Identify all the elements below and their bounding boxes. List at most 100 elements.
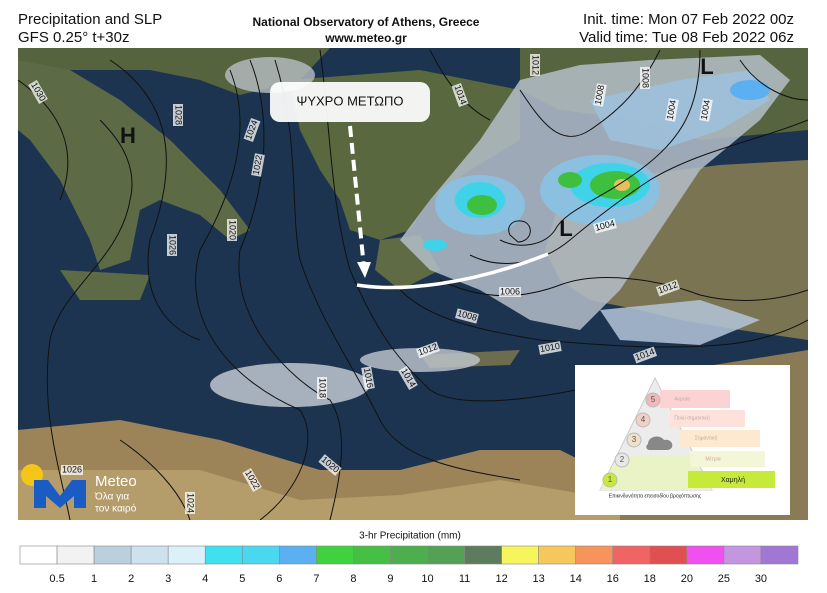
valid-time: Valid time: Tue 08 Feb 2022 06z [579,29,794,46]
colorbar-swatch [649,545,688,565]
precipitation-areas-item [467,195,497,215]
colorbar-swatch [760,545,799,565]
isobar-label-bg [632,346,658,364]
colorbar-label: 13 [533,573,545,585]
isobar-label: 1016 [362,367,375,388]
colorbar-label: 2 [128,573,134,585]
precipitation-areas-item [360,348,480,372]
isobar-label: 1004 [699,99,712,120]
colorbar: 3-hr Precipitation (mm) 0.5 1 2 3 4 5 6 7 8 9 10 11… [19,531,799,585]
colorbar-swatch [130,545,169,565]
inset-level-name: Σημαντική [695,434,718,441]
pressure-centers: H L L [120,54,714,241]
isobar-label: 1004 [665,99,678,120]
colorbar-label: 6 [276,573,282,585]
init-time: Init. time: Mon 07 Feb 2022 00z [583,11,794,28]
colorbar-swatch [464,545,502,565]
inset-level-number: 3 [632,435,637,444]
colorbar-swatch [686,545,725,565]
inset-level-bar [690,451,765,467]
colorbar-swatch [279,545,317,565]
isobar-label-bg [593,83,607,107]
isobar-label-bg [699,98,713,122]
isobars-item [274,59,521,481]
precipitation-areas-item [600,300,760,345]
isobar-label-bg [398,365,418,391]
annotation-box [270,82,430,122]
isobar-label: 1026 [62,464,82,474]
pressure-center: L [700,54,713,79]
isobar-label-bg [455,308,479,324]
isobar-label: 1024 [186,493,196,513]
isobar-label: 1018 [318,378,328,398]
isobar-label-bg [227,219,237,241]
isobar-label-bg [318,454,342,476]
header: Precipitation and SLP GFS 0.25° t+30z Na… [18,11,794,46]
inset-level-name: Πολύ σημαντική [674,414,710,421]
colorbar-swatch [167,545,206,565]
colorbar-label: 30 [755,573,767,585]
colorbar-labels: 0.5 1 2 3 4 5 6 7 8 9 10 11 12 13 14 16 18 20 25 30 [49,573,767,585]
colorbar-label: 1 [91,573,97,585]
precipitation-areas-item [423,239,447,251]
isobar-label: 1010 [539,341,560,354]
logo-item [34,480,86,508]
isobars-item [499,49,701,246]
isobar-label-bg [243,117,261,143]
colorbar-swatch [353,545,391,565]
isobar-label-bg [167,234,177,256]
front-annotation: ΨΥΧΡΟ ΜΕΤΩΠΟ [270,82,549,290]
isobar-label-bg [173,104,183,126]
isobar-label-bg [61,465,83,475]
inset-level-bar [688,471,775,488]
isobar-label-bg [530,54,540,76]
precipitation-areas-item [558,172,582,188]
isobar-label-bg [665,98,679,122]
isobar-label: 1028 [174,105,184,125]
colorbar-label: 5 [239,573,245,585]
isobars-item [319,49,621,402]
inset-level-number: 5 [651,395,656,404]
colorbar-label: 9 [387,573,393,585]
map-title: Precipitation and SLP [18,11,162,28]
isobars [18,49,808,520]
colorbar-swatch [241,545,280,565]
colorbar-swatches [19,545,799,565]
isobar-label-bg [361,366,375,390]
colorbar-label: 8 [350,573,356,585]
precipitation-areas-item [614,179,630,191]
inset-level-bar [670,410,745,427]
isobar-label-bg [451,82,469,108]
inset-level-name: Ακραία [674,396,690,402]
isobar-label-bg [242,467,262,493]
website: www.meteo.gr [324,31,407,45]
isobars-item [508,220,531,243]
colorbar-swatch [501,545,539,565]
isobar-label: 1012 [531,55,541,75]
model-label: GFS 0.25° t+30z [18,29,129,46]
colorbar-swatch [19,545,58,565]
colorbar-swatch [204,545,243,565]
isobars-item [238,59,343,520]
logo: Meteo Όλα για τον καιρό [21,464,137,515]
colorbar-label: 11 [459,573,470,585]
colorbar-swatch [56,545,95,565]
isobar-label: 1008 [593,84,606,105]
colorbar-label: 14 [570,573,582,585]
colorbar-swatch [427,545,465,565]
colorbar-swatch [538,545,577,565]
colorbar-swatch [93,545,132,565]
isobar-label-bg [28,79,48,105]
logo-name: Meteo [95,473,137,490]
isobar-label: 1022 [251,154,264,175]
colorbar-swatch [612,545,651,565]
inset-labels: 1 2 3 4 5 Χαμηλή Μέτρια Σημαντική Πολύ σημαντική… [602,392,745,499]
inset-level-name: Χαμηλή [721,477,745,484]
institution: National Observatory of Athens, Greece [253,15,480,29]
inset-level-name: Μέτρια [705,455,720,462]
colorbar-swatch [316,545,354,565]
colorbar-swatch [390,545,428,565]
inset-level-circle [635,412,651,428]
logo-slogan: τον καιρό [95,503,137,515]
